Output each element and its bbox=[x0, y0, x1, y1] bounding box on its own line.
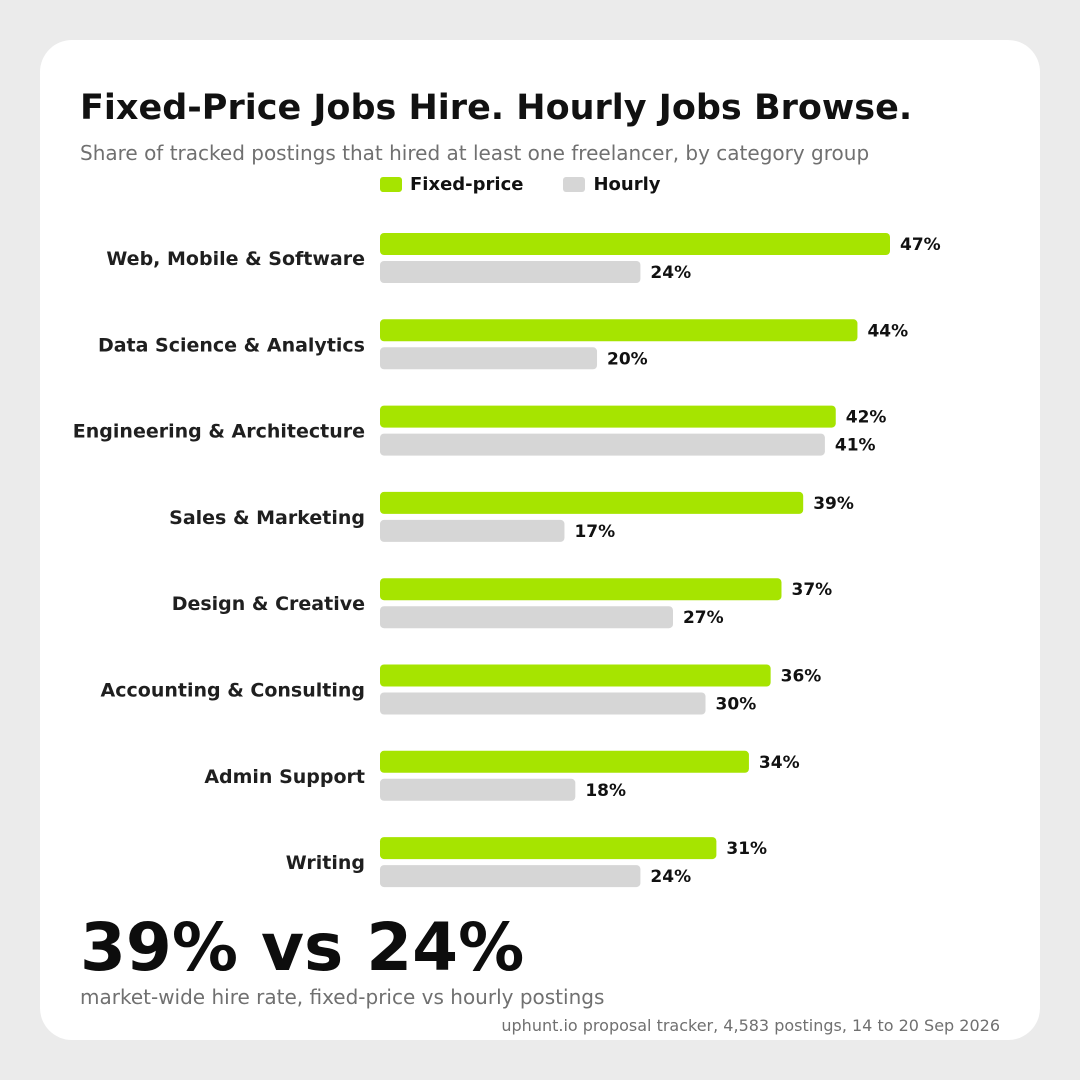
bar-fixed-price-design-creative bbox=[380, 578, 782, 601]
bar-fixed-price-writing bbox=[380, 837, 717, 860]
value-label-hourly-accounting-consulting: 30% bbox=[716, 695, 757, 715]
bar-hourly-data-science-analytics bbox=[380, 347, 598, 370]
value-label-fixed-price-admin-support: 34% bbox=[759, 753, 800, 773]
bar-hourly-sales-marketing bbox=[380, 519, 565, 542]
headline-note: market-wide hire rate, fixed-price vs ho… bbox=[80, 985, 605, 1009]
chart-card: Fixed-Price Jobs Hire. Hourly Jobs Brows… bbox=[40, 40, 1040, 1040]
value-label-hourly-engineering-architecture: 41% bbox=[835, 436, 876, 456]
legend-label-fixed-price: Fixed-price bbox=[410, 173, 524, 195]
category-label-sales-marketing: Sales & Marketing bbox=[169, 507, 365, 529]
bar-hourly-accounting-consulting bbox=[380, 692, 706, 715]
legend-label-hourly: Hourly bbox=[593, 173, 661, 195]
value-label-hourly-admin-support: 18% bbox=[585, 781, 626, 801]
legend-swatch-hourly bbox=[563, 176, 586, 192]
chart-title: Fixed-Price Jobs Hire. Hourly Jobs Brows… bbox=[80, 88, 913, 128]
value-label-hourly-design-creative: 27% bbox=[683, 608, 724, 628]
legend-item-hourly: Hourly bbox=[563, 174, 660, 195]
bar-fixed-price-web-mobile-software bbox=[380, 233, 890, 255]
bar-chart: Web, Mobile & Software 47% 24% Data Science… bbox=[73, 233, 941, 888]
value-label-fixed-price-web-mobile-software: 47% bbox=[900, 235, 941, 255]
source-note: uphunt.io proposal tracker, 4,583 postin… bbox=[501, 1016, 1000, 1035]
category-label-accounting-consulting: Accounting & Consulting bbox=[101, 680, 365, 702]
category-label-web-mobile-software: Web, Mobile & Software bbox=[106, 248, 365, 270]
bar-hourly-web-mobile-software bbox=[380, 261, 641, 283]
bar-fixed-price-data-science-analytics bbox=[380, 319, 858, 342]
category-label-data-science-analytics: Data Science & Analytics bbox=[98, 334, 365, 356]
category-label-design-creative: Design & Creative bbox=[172, 593, 365, 615]
category-label-engineering-architecture: Engineering & Architecture bbox=[73, 421, 365, 443]
bar-fixed-price-sales-marketing bbox=[380, 491, 804, 514]
value-label-fixed-price-design-creative: 37% bbox=[791, 580, 832, 600]
chart-subtitle: Share of tracked postings that hired at … bbox=[80, 141, 870, 165]
legend-swatch-fixed-price bbox=[380, 176, 402, 192]
chart-legend: Fixed-price Hourly bbox=[380, 172, 700, 196]
bar-hourly-admin-support bbox=[380, 778, 576, 801]
bar-hourly-engineering-architecture bbox=[380, 433, 825, 456]
category-label-admin-support: Admin Support bbox=[204, 766, 365, 788]
category-label-writing: Writing bbox=[286, 852, 365, 874]
bar-fixed-price-accounting-consulting bbox=[380, 664, 771, 687]
legend-item-fixed-price: Fixed-price bbox=[380, 174, 523, 195]
value-label-fixed-price-data-science-analytics: 44% bbox=[867, 321, 908, 341]
value-label-hourly-writing: 24% bbox=[650, 867, 691, 887]
value-label-fixed-price-sales-marketing: 39% bbox=[813, 494, 854, 514]
bar-fixed-price-engineering-architecture bbox=[380, 405, 836, 428]
value-label-fixed-price-engineering-architecture: 42% bbox=[846, 408, 887, 428]
bar-fixed-price-admin-support bbox=[380, 750, 749, 773]
bar-hourly-writing bbox=[380, 865, 641, 888]
value-label-hourly-sales-marketing: 17% bbox=[574, 522, 615, 542]
value-label-hourly-data-science-analytics: 20% bbox=[607, 349, 648, 369]
bar-hourly-design-creative bbox=[380, 606, 673, 629]
value-label-fixed-price-writing: 31% bbox=[726, 839, 767, 859]
value-label-fixed-price-accounting-consulting: 36% bbox=[781, 667, 822, 687]
value-label-hourly-web-mobile-software: 24% bbox=[650, 263, 691, 283]
headline-stat: 39% vs 24% bbox=[80, 909, 525, 986]
